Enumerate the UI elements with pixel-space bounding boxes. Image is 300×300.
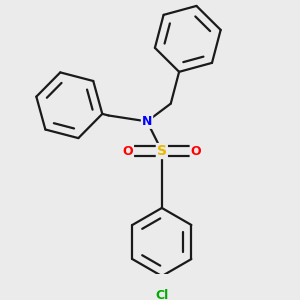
Text: S: S: [157, 144, 167, 158]
Text: Cl: Cl: [155, 289, 169, 300]
Text: N: N: [142, 115, 152, 128]
Text: O: O: [190, 145, 201, 158]
Text: O: O: [122, 145, 133, 158]
